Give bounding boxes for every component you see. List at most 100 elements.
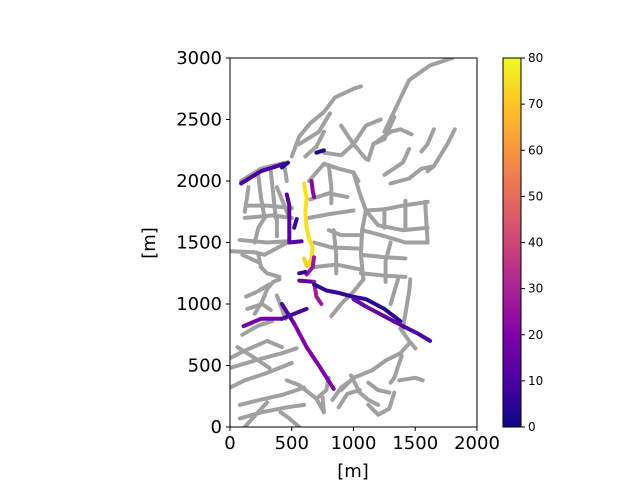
road-segment	[284, 378, 302, 388]
flow-segment	[302, 181, 315, 267]
road-segment	[351, 170, 368, 213]
road-segment	[256, 252, 282, 279]
y-tick-label: 2000	[176, 171, 222, 192]
road-segment	[308, 191, 350, 202]
road-segment	[360, 228, 430, 245]
road-segment	[240, 252, 261, 265]
road-segment	[397, 375, 425, 383]
road-segment	[274, 185, 292, 220]
road-segment	[230, 346, 299, 370]
flow-segment	[292, 321, 336, 391]
colorbar: 0 10 20 30 40 50 60 70 80	[502, 51, 543, 434]
road-segment	[366, 380, 392, 395]
flow-segment	[314, 148, 326, 155]
road-segment	[382, 58, 455, 134]
flow-segment	[241, 316, 284, 329]
road-segment	[242, 400, 270, 427]
x-tick-label: 0	[224, 433, 235, 454]
road-segment	[388, 353, 404, 385]
road-segment	[252, 277, 282, 316]
road-segment	[246, 203, 294, 211]
colorbar-tick-label: 10	[528, 374, 543, 388]
road-segment	[289, 84, 363, 159]
colorbar-tick-label: 50	[528, 189, 543, 203]
x-tick-label: 2000	[454, 433, 500, 454]
road-segment	[256, 174, 267, 220]
flow-segment	[309, 179, 316, 199]
road-segment	[242, 185, 251, 214]
colorbar-tick-label: 30	[528, 282, 543, 296]
x-axis-label: [m]	[337, 461, 369, 480]
plot-area	[229, 57, 478, 428]
road-segment	[358, 252, 408, 261]
colorbar-tick-label: 40	[528, 236, 543, 250]
y-tick-label: 2500	[176, 110, 222, 131]
road-segment	[363, 199, 430, 213]
road-segment	[230, 361, 294, 390]
road-network	[230, 58, 457, 427]
flow-segment	[297, 278, 316, 284]
flow-segment	[279, 306, 309, 321]
road-segment	[388, 277, 400, 306]
flow-segment	[284, 192, 304, 245]
x-axis: 0 500 1000 1500 2000	[224, 427, 500, 454]
x-tick-label: 1500	[392, 433, 438, 454]
colorbar-tick-label: 20	[528, 328, 543, 342]
road-segment	[366, 115, 397, 163]
colorbar-tick-label: 0	[528, 420, 536, 434]
y-tick-label: 1500	[176, 233, 222, 254]
road-segment	[252, 215, 267, 245]
road-segment	[303, 129, 326, 159]
colorbar-gradient	[502, 57, 522, 428]
road-segment	[278, 410, 302, 427]
road-segment	[423, 199, 430, 245]
road-segment	[237, 385, 307, 407]
flow-segment	[297, 270, 308, 276]
road-segment	[383, 240, 393, 284]
flow-segment	[350, 294, 403, 324]
road-segment	[320, 395, 326, 415]
flow-network	[239, 148, 433, 391]
y-tick-label: 500	[188, 356, 222, 377]
road-segment	[244, 282, 272, 299]
road-segment	[358, 271, 408, 279]
flow-segment	[302, 256, 309, 268]
road-segment	[242, 213, 294, 220]
road-segment	[419, 127, 436, 154]
road-segment	[400, 277, 413, 331]
road-segment	[349, 373, 381, 407]
road-segment	[297, 383, 326, 415]
y-axis: 0 500 1000 1500 2000 2500 3000	[176, 48, 230, 438]
road-segment	[331, 228, 339, 276]
road-segment	[371, 127, 414, 147]
colorbar-tick-label: 70	[528, 97, 543, 111]
y-axis-label: [m]	[139, 227, 160, 259]
x-tick-label: 500	[275, 433, 309, 454]
road-segment	[307, 161, 361, 183]
flow-segment	[312, 282, 355, 299]
road-segment	[425, 127, 457, 174]
road-segment	[321, 142, 356, 158]
road-segment	[230, 338, 284, 361]
road-segment	[351, 117, 383, 147]
flow-segment	[351, 297, 405, 329]
y-tick-label: 1000	[176, 294, 222, 315]
road-segment	[274, 293, 288, 321]
road-segment	[329, 277, 366, 319]
road-segment	[307, 208, 356, 220]
flow-segment	[279, 160, 290, 170]
road-segment	[363, 208, 430, 233]
x-tick-label: 1000	[331, 433, 377, 454]
road-segment	[398, 326, 418, 351]
colorbar-tick-label: 60	[528, 143, 543, 157]
flow-segment	[279, 302, 297, 326]
road-segment	[297, 111, 332, 147]
flow-segment	[239, 161, 287, 186]
road-segment	[366, 390, 397, 417]
road-segment	[358, 208, 368, 282]
road-segment	[388, 164, 436, 186]
colorbar-ticks: 0 10 20 30 40 50 60 70 80	[521, 51, 543, 434]
road-segment	[382, 147, 412, 177]
road-segment	[326, 163, 334, 206]
